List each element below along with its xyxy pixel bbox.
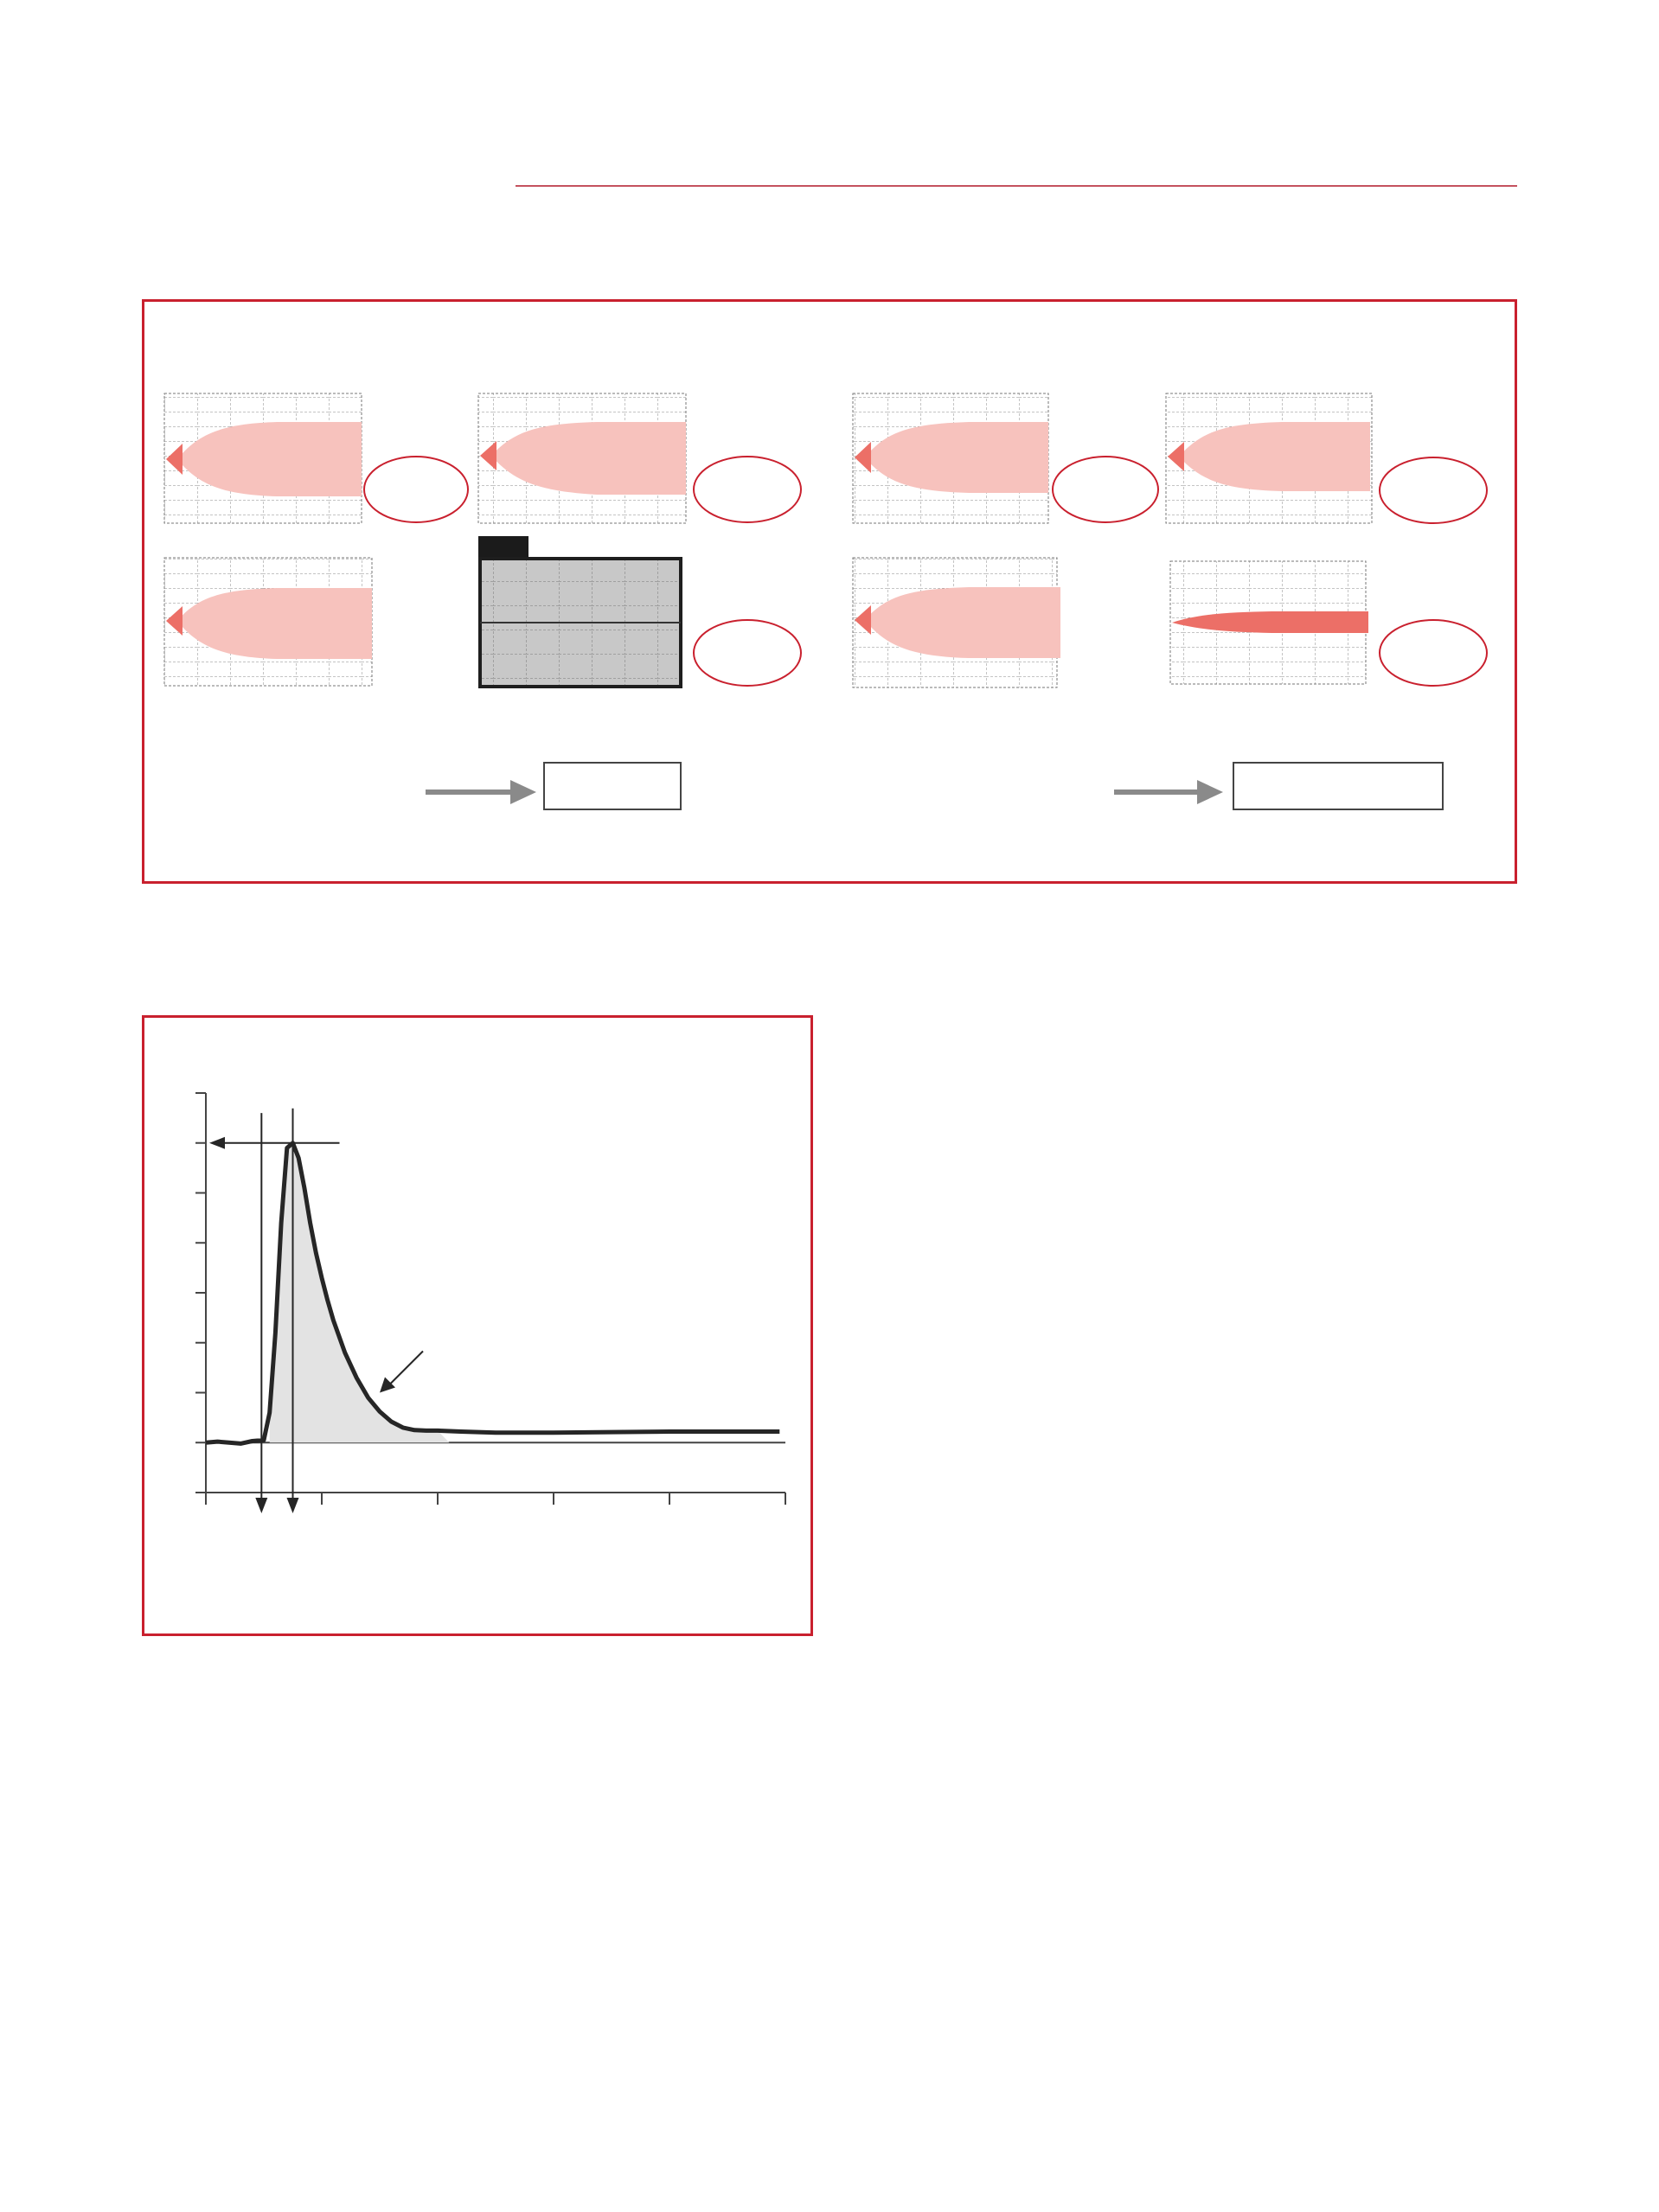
spray-plot-row2-col3 [852, 557, 1060, 688]
series-line [205, 1141, 780, 1446]
label-marker-3 [1052, 456, 1159, 523]
header-rule [516, 185, 1517, 187]
spray-plot-row1-col1 [163, 393, 362, 524]
area-pointer-arrowhead [380, 1377, 395, 1393]
spray-plot-row2-col1 [163, 557, 373, 687]
gray-chart-panel [478, 536, 682, 688]
chart-annotations [209, 1108, 424, 1513]
label-marker-2 [693, 456, 802, 523]
result-box-1 [543, 762, 682, 810]
spray-plot-row2-col4 [1169, 560, 1368, 685]
shaded-area [269, 1142, 450, 1443]
result-box-2 [1233, 762, 1444, 810]
right-arrow-icon [426, 780, 536, 804]
spray-plot-row1-col4 [1165, 393, 1373, 524]
label-marker-4 [1379, 457, 1488, 524]
area-pointer-line [386, 1350, 424, 1389]
peak-value-arrowhead [209, 1136, 225, 1149]
spray-plot-row1-col2 [477, 393, 687, 524]
right-arrow-icon [1114, 780, 1223, 804]
label-marker-1 [363, 456, 469, 523]
peak-time-arrowhead [286, 1498, 299, 1513]
figure-panel-top [142, 299, 1517, 884]
onset-arrowhead [255, 1498, 268, 1513]
label-marker-5 [693, 619, 802, 687]
spray-plot-row1-col3 [852, 393, 1049, 524]
label-marker-6 [1379, 619, 1488, 687]
figure-panel-bottom [142, 1015, 813, 1636]
